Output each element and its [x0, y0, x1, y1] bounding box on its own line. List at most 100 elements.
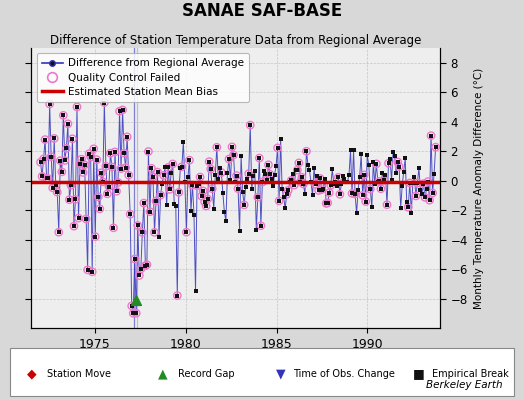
Point: [166, 186, 174, 192]
Point: [372, 161, 380, 167]
Point: [91, 234, 100, 240]
Point: [429, 190, 437, 196]
Point: [179, 138, 188, 145]
Point: [314, 187, 323, 194]
Point: [399, 168, 408, 175]
Point: [412, 193, 420, 199]
Point: [375, 178, 384, 185]
Point: [217, 169, 225, 176]
Point: [185, 157, 194, 163]
Point: [310, 164, 318, 171]
Point: [316, 175, 324, 182]
Point: [219, 190, 227, 197]
Point: [342, 179, 350, 185]
Point: [362, 198, 370, 205]
Text: Empirical Break: Empirical Break: [432, 369, 509, 379]
Point: [82, 216, 90, 222]
Point: [110, 224, 118, 231]
Point: [61, 157, 69, 164]
Point: [70, 223, 78, 229]
Point: [348, 190, 356, 197]
Point: [394, 159, 402, 165]
Text: Berkeley Earth: Berkeley Earth: [427, 380, 503, 390]
Point: [257, 222, 265, 229]
Point: [245, 170, 253, 177]
Point: [114, 179, 122, 186]
Point: [286, 179, 294, 186]
Point: [80, 162, 89, 168]
Point: [152, 198, 160, 204]
Point: [279, 194, 288, 201]
Point: [254, 194, 262, 200]
Point: [366, 186, 375, 192]
Point: [39, 156, 48, 162]
Point: [360, 172, 368, 178]
Point: [355, 174, 364, 180]
Legend: Difference from Regional Average, Quality Control Failed, Estimated Station Mean: Difference from Regional Average, Qualit…: [37, 53, 249, 102]
Point: [413, 180, 422, 186]
Point: [115, 108, 124, 114]
Point: [412, 193, 420, 199]
Point: [254, 194, 262, 200]
Point: [348, 190, 356, 197]
Point: [67, 182, 75, 188]
Point: [374, 179, 382, 185]
Point: [266, 171, 274, 178]
Point: [105, 183, 113, 190]
Point: [225, 156, 233, 162]
Point: [42, 175, 51, 182]
Point: [387, 177, 396, 184]
Point: [71, 196, 80, 202]
Point: [424, 178, 432, 185]
Point: [125, 172, 133, 178]
Point: [308, 192, 316, 198]
Point: [323, 200, 332, 206]
Point: [246, 122, 255, 128]
Point: [108, 164, 116, 170]
Point: [85, 150, 93, 157]
Point: [117, 165, 125, 172]
Point: [214, 176, 223, 182]
Point: [118, 107, 127, 113]
Point: [50, 135, 58, 142]
Point: [82, 216, 90, 222]
Point: [326, 182, 335, 188]
Point: [326, 182, 335, 188]
Point: [237, 153, 245, 159]
Text: ◆: ◆: [27, 368, 36, 380]
Point: [135, 272, 144, 279]
Point: [65, 196, 73, 203]
Point: [429, 190, 437, 196]
Point: [97, 170, 105, 176]
Point: [95, 206, 104, 212]
Point: [138, 229, 147, 236]
Point: [205, 158, 213, 165]
Point: [301, 191, 309, 197]
Point: [419, 180, 428, 187]
Point: [42, 175, 51, 182]
Point: [49, 185, 57, 191]
Point: [242, 184, 250, 190]
Point: [141, 262, 149, 269]
Point: [234, 186, 242, 192]
Point: [296, 178, 304, 185]
Point: [178, 164, 186, 170]
Point: [149, 174, 157, 180]
Point: [106, 150, 115, 156]
Point: [410, 174, 419, 180]
Point: [358, 192, 367, 198]
Point: [272, 163, 280, 170]
Point: [240, 202, 248, 208]
Point: [226, 177, 235, 184]
Point: [64, 121, 72, 127]
Point: [255, 155, 264, 161]
Point: [196, 174, 204, 180]
Point: [208, 186, 216, 192]
Point: [282, 191, 291, 198]
Point: [421, 194, 429, 200]
Point: [258, 179, 267, 185]
Point: [79, 169, 88, 176]
Point: [102, 163, 110, 170]
Point: [404, 204, 412, 210]
Point: [281, 205, 289, 212]
